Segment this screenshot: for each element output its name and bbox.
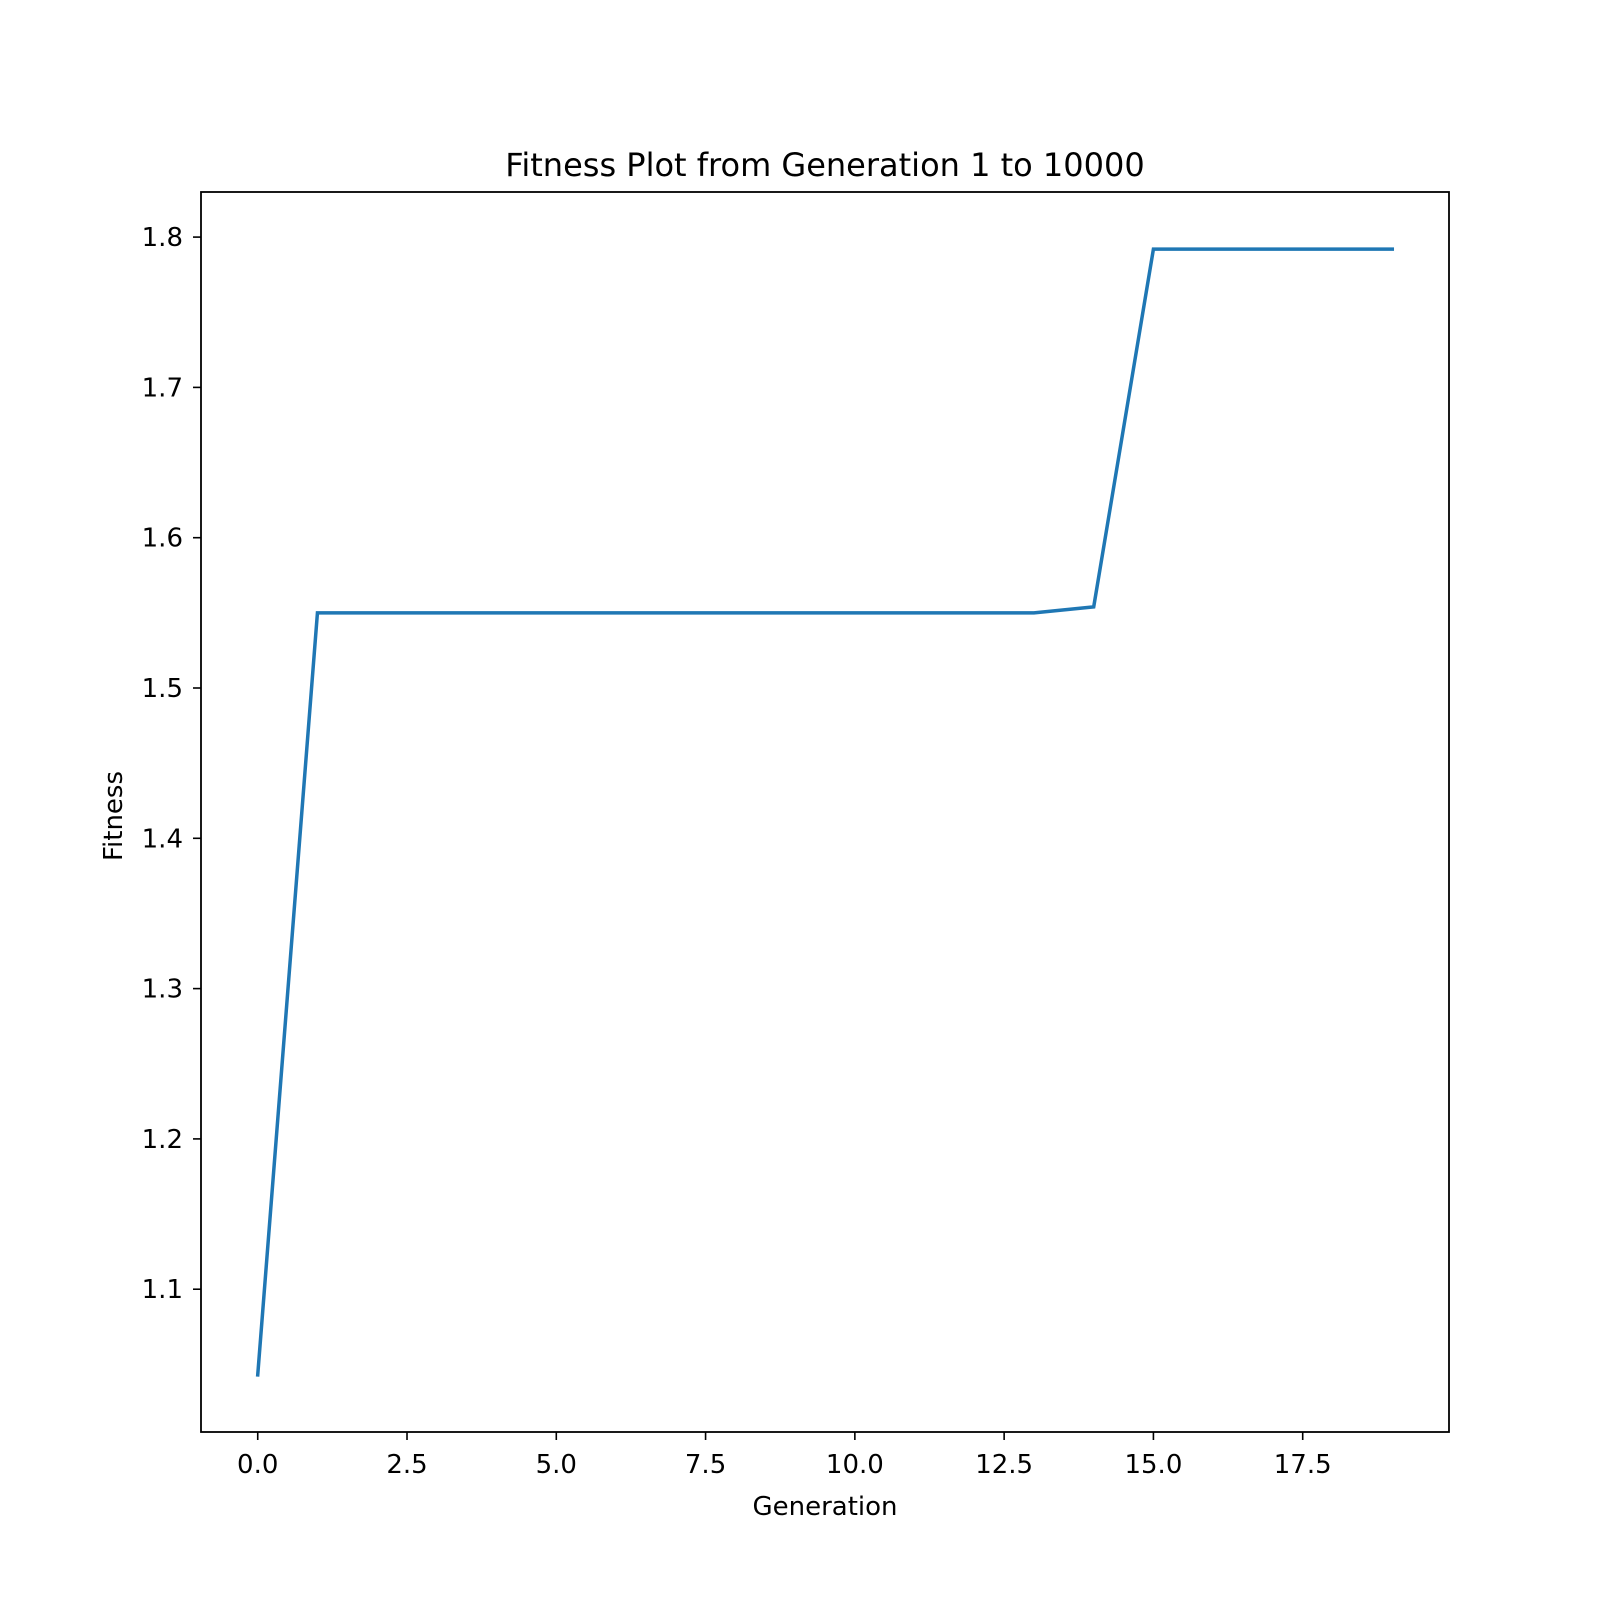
y-tick-label: 1.8 (142, 223, 183, 253)
y-tick-label: 1.5 (142, 674, 183, 704)
plot-area: 0.0 2.5 5.0 7.5 10.0 12.5 15.0 17.5 1.1 1.2 1.3 1.4… (142, 191, 1450, 1480)
x-tick-label: 7.5 (685, 1450, 726, 1480)
x-tick-label: 17.5 (1274, 1450, 1332, 1480)
y-tick-label: 1.6 (142, 524, 183, 554)
y-axis-label: Fitness (99, 771, 129, 861)
axes-frame (200, 191, 1450, 1433)
y-tick-label: 1.7 (142, 373, 183, 403)
x-tick-label: 10.0 (826, 1450, 884, 1480)
x-tick-label: 2.5 (386, 1450, 427, 1480)
x-tick-label: 15.0 (1124, 1450, 1182, 1480)
chart-title: Fitness Plot from Generation 1 to 10000 (505, 146, 1144, 184)
y-tick-label: 1.3 (142, 975, 183, 1005)
series-line-0 (255, 247, 1395, 1377)
y-tick-label: 1.2 (142, 1125, 183, 1155)
y-tick-label: 1.1 (142, 1275, 183, 1305)
x-tick-label: 0.0 (237, 1450, 278, 1480)
y-tick-label: 1.4 (142, 824, 183, 854)
x-tick-label: 5.0 (536, 1450, 577, 1480)
x-axis-label: Generation (752, 1492, 897, 1522)
x-tick-label: 12.5 (975, 1450, 1033, 1480)
